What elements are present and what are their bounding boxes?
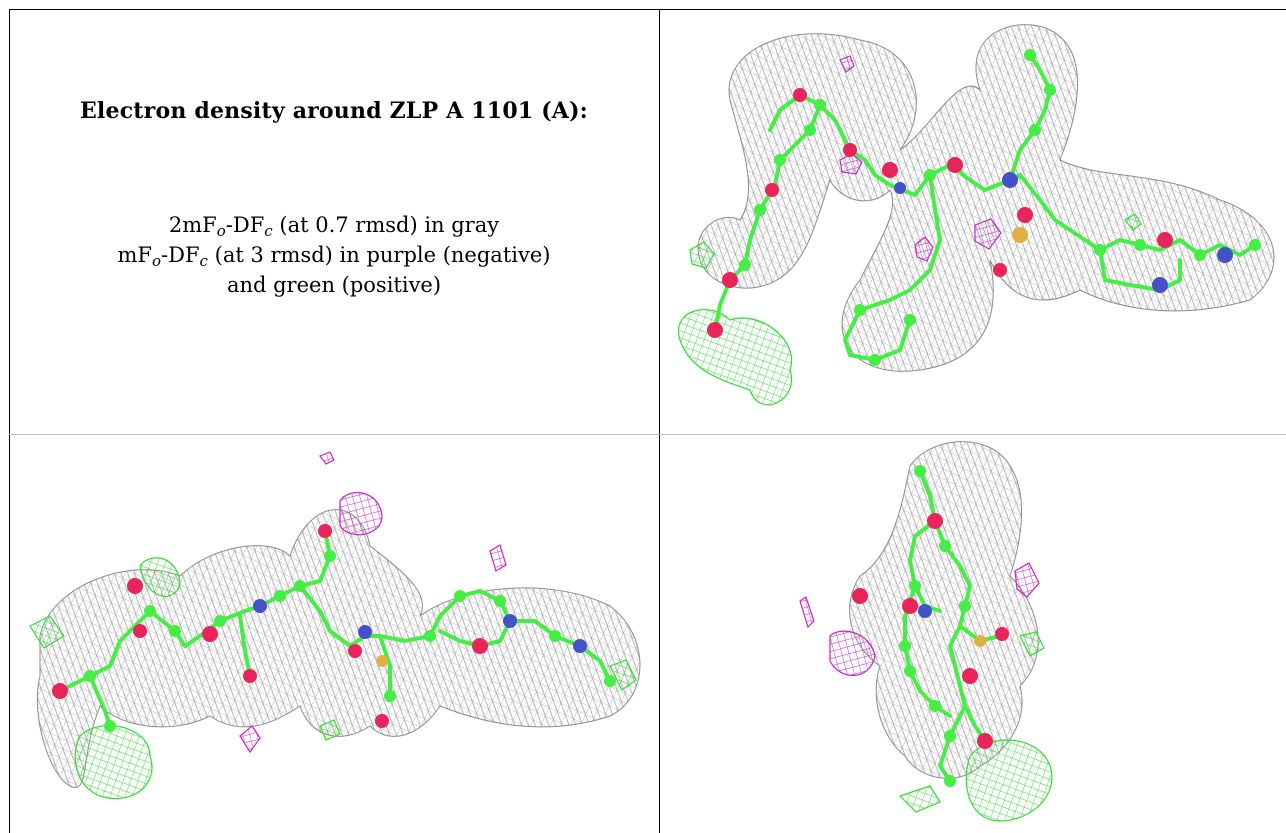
- gray-density-mesh: [697, 24, 1275, 372]
- table-left-border: [9, 9, 10, 833]
- legend-line-colors: and green (positive): [226, 273, 442, 297]
- positive-density-blobs: [29, 557, 637, 800]
- ligand-atoms: [52, 524, 616, 732]
- legend-line-2fofc: 2mFo-DFc (at 0.7 rmsd) in gray: [168, 213, 500, 240]
- density-panel-view-1: [660, 10, 1285, 434]
- ligand-atoms: [707, 49, 1261, 366]
- positive-density-blobs: [898, 631, 1053, 822]
- positive-density-blobs: [677, 213, 1142, 406]
- table-top-border: [9, 9, 1286, 10]
- negative-density-blobs: [839, 55, 1002, 262]
- density-panel-view-2: [10, 436, 658, 833]
- density-figure-view-3: [799, 441, 1053, 822]
- density-panel-view-3: [660, 436, 1285, 833]
- negative-density-blobs: [799, 562, 1040, 676]
- ligand-atoms: [852, 465, 1009, 787]
- map-legend: 2mFo-DFc (at 0.7 rmsd) in gray mFo-DFc (…: [10, 210, 658, 300]
- table-row-divider: [9, 434, 1286, 435]
- caption-cell: Electron density around ZLP A 1101 (A): …: [10, 10, 658, 434]
- legend-line-fofc: mFo-DFc (at 3 rmsd) in purple (negative): [117, 243, 551, 270]
- caption-title: Electron density around ZLP A 1101 (A):: [79, 98, 589, 124]
- gray-density-mesh: [36, 509, 641, 789]
- density-figure-view-2: [29, 451, 641, 800]
- gray-density-mesh: [849, 441, 1039, 779]
- density-figure-view-1: [677, 24, 1275, 406]
- negative-density-blobs: [239, 451, 507, 754]
- table-middle-divider: [659, 9, 660, 833]
